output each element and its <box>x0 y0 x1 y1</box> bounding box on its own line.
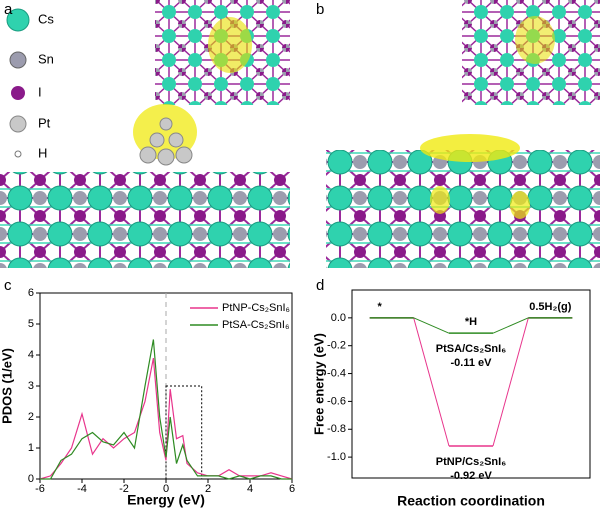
x-tick-label: -2 <box>119 483 129 495</box>
legend-label: H <box>38 145 47 160</box>
panel-label: c <box>4 277 12 294</box>
y-tick-label: 2 <box>28 411 34 423</box>
x-tick-label: 0 <box>163 483 169 495</box>
y-tick-label: 6 <box>28 287 34 299</box>
panel-label: a <box>4 1 13 18</box>
panel-label: b <box>316 1 324 18</box>
x-axis-title: Energy (eV) <box>127 492 205 508</box>
legend-label: PtNP-Cs₂SnI₆ <box>222 302 290 314</box>
x-tick-label: -4 <box>77 483 87 495</box>
y-tick-label: 5 <box>28 318 34 330</box>
legend-label: Sn <box>38 51 54 66</box>
panel-b-structure <box>326 0 600 268</box>
y-tick-label: -0.2 <box>327 340 346 352</box>
state-label: * <box>378 301 383 313</box>
level-connector <box>413 317 450 334</box>
x-tick-label: 2 <box>205 483 211 495</box>
y-tick-label: -0.6 <box>327 395 346 407</box>
legend-label: Pt <box>38 115 51 130</box>
y-axis-title: PDOS (1/eV) <box>0 348 14 424</box>
series-name: PtSA/Cs₂SnI₆ <box>436 343 506 355</box>
y-axis-title: Free energy (eV) <box>311 333 326 435</box>
x-tick-label: 6 <box>289 483 295 495</box>
plot-frame <box>351 289 591 479</box>
panel-a-structure <box>0 0 290 268</box>
y-tick-label: 0 <box>28 473 34 485</box>
legend-label: Cs <box>38 11 54 26</box>
x-tick-label: 4 <box>247 483 253 495</box>
value-label: -0.11 eV <box>451 357 493 369</box>
y-tick-label: -0.4 <box>327 367 346 379</box>
y-tick-label: 0.0 <box>331 312 346 324</box>
level-connector <box>492 317 529 334</box>
y-tick-label: 3 <box>28 380 34 392</box>
level-connector <box>413 317 450 447</box>
series-name: PtNP/Cs₂SnI₆ <box>436 456 506 468</box>
state-label: 0.5H₂(g) <box>529 301 572 313</box>
level-connector <box>492 317 529 447</box>
state-label: *H <box>465 316 477 328</box>
y-tick-label: 4 <box>28 349 34 361</box>
highlight-box <box>165 385 203 480</box>
y-tick-label: -1.0 <box>327 451 346 463</box>
legend-label: I <box>38 84 42 99</box>
x-axis-title: Reaction coordination <box>397 493 545 509</box>
panel-label: d <box>316 277 324 294</box>
y-tick-label: -0.8 <box>327 423 346 435</box>
legend-label: PtSA-Cs₂SnI₆ <box>222 319 289 331</box>
x-tick-label: -6 <box>35 483 45 495</box>
y-tick-label: 1 <box>28 442 34 454</box>
series-line <box>40 339 292 480</box>
series-line <box>39 357 293 480</box>
value-label: -0.92 eV <box>450 470 492 482</box>
